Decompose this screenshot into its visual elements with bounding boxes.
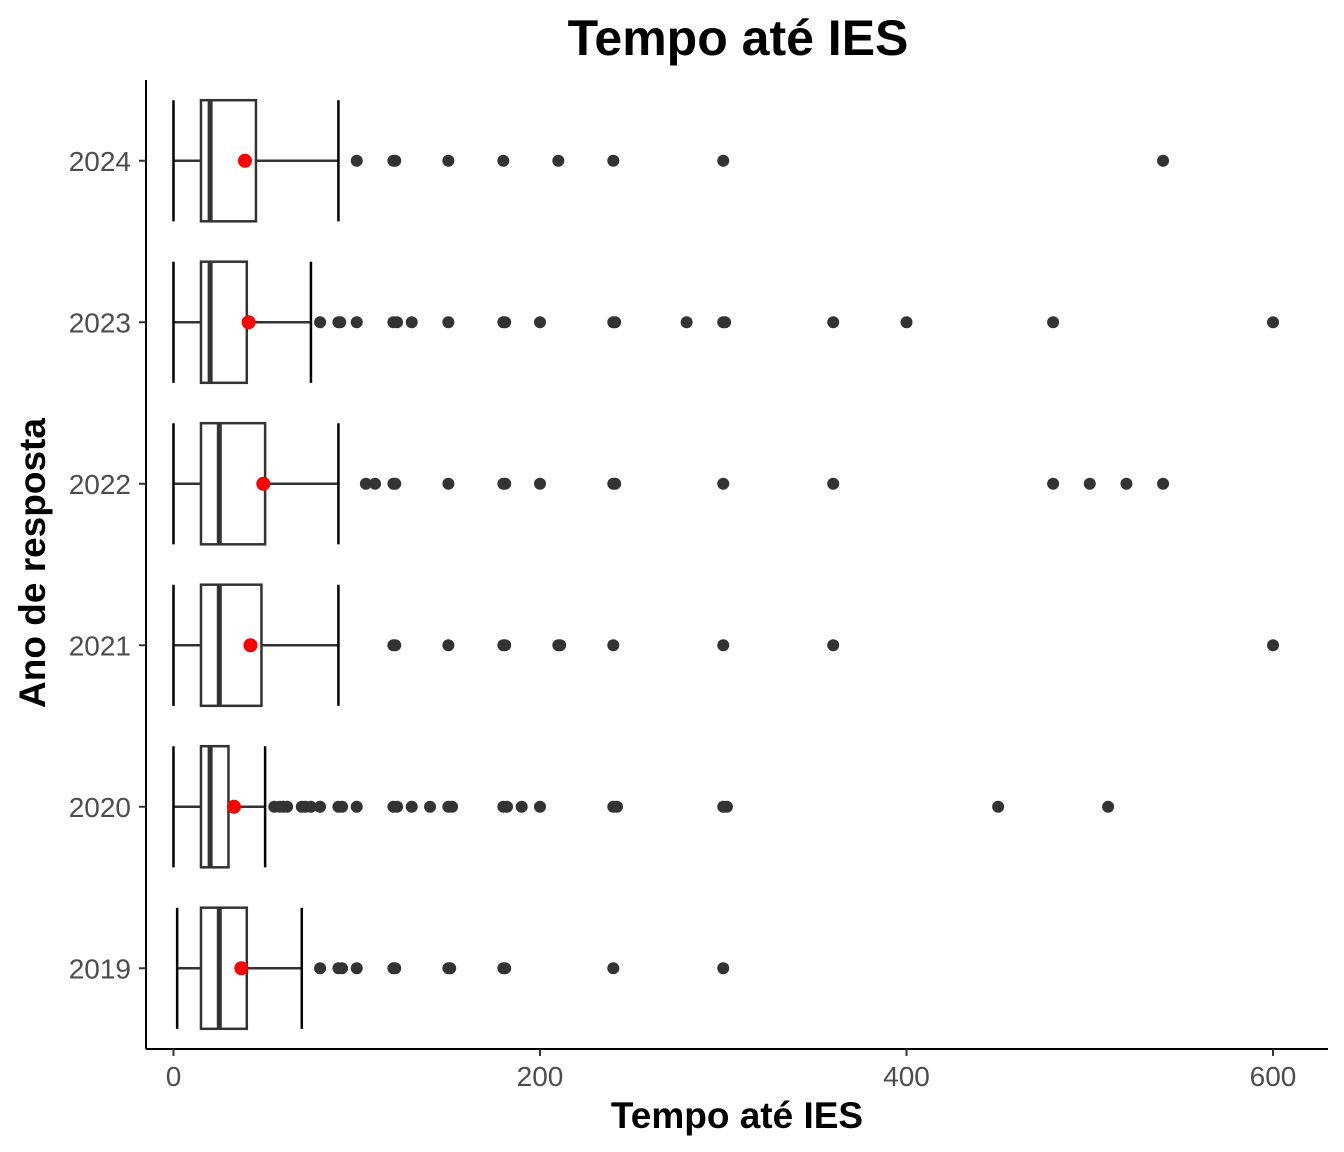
outlier-point <box>350 154 363 167</box>
x-tick-label: 0 <box>166 1061 182 1092</box>
outlier-point <box>405 800 418 813</box>
outlier-point <box>334 316 347 329</box>
outlier-point <box>554 639 567 652</box>
y-tick-label: 2021 <box>69 630 131 661</box>
outlier-point <box>389 639 402 652</box>
outlier-point <box>442 154 455 167</box>
x-tick-label: 200 <box>517 1061 564 1092</box>
outlier-point <box>501 800 514 813</box>
outlier-point <box>607 154 620 167</box>
outlier-point <box>389 477 402 490</box>
outlier-point <box>391 316 404 329</box>
outlier-point <box>534 316 546 329</box>
box-group-2023 <box>172 260 1280 385</box>
outlier-point <box>534 800 546 813</box>
x-tick-label: 400 <box>883 1061 930 1092</box>
chart-title: Tempo até IES <box>568 10 909 66</box>
outlier-point <box>1157 154 1170 167</box>
outlier-point <box>534 477 546 490</box>
mean-point <box>234 961 249 976</box>
outlier-point <box>444 962 457 975</box>
outlier-point <box>405 316 418 329</box>
y-tick-label: 2024 <box>69 146 131 177</box>
outlier-point <box>314 962 327 975</box>
mean-point <box>256 476 271 491</box>
outlier-point <box>314 316 327 329</box>
outlier-point <box>391 800 404 813</box>
outlier-point <box>609 316 622 329</box>
outlier-point <box>607 962 620 975</box>
outlier-point <box>607 639 620 652</box>
outlier-point <box>827 316 840 329</box>
plot-area <box>172 98 1280 1031</box>
outlier-point <box>827 639 840 652</box>
outlier-point <box>1047 316 1060 329</box>
outlier-point <box>389 962 402 975</box>
y-tick-label: 2019 <box>69 953 131 984</box>
outlier-point <box>1157 477 1170 490</box>
outlier-point <box>369 477 382 490</box>
box-group-2021 <box>172 583 1280 708</box>
outlier-point <box>717 477 730 490</box>
outlier-point <box>499 639 512 652</box>
outlier-point <box>442 316 455 329</box>
y-axis-title: Ano de resposta <box>12 418 53 708</box>
outlier-point <box>389 154 402 167</box>
y-axis-ticks: 2019 2020 2021 2022 2023 2024 <box>69 146 146 984</box>
mean-point <box>237 153 252 168</box>
box-group-2020 <box>172 744 1115 869</box>
box <box>199 421 267 546</box>
outlier-point <box>1102 800 1115 813</box>
outlier-point <box>499 477 512 490</box>
x-axis-title: Tempo até IES <box>611 1095 863 1136</box>
outlier-point <box>900 316 913 329</box>
y-tick-label: 2023 <box>69 307 131 338</box>
outlier-point <box>1047 477 1060 490</box>
mean-point <box>243 638 258 653</box>
outlier-point <box>350 962 363 975</box>
outlier-point <box>552 154 565 167</box>
outlier-point <box>610 800 623 813</box>
outlier-point <box>499 316 512 329</box>
outlier-point <box>1083 477 1096 490</box>
outlier-point <box>336 800 349 813</box>
x-axis-ticks: 0 200 400 600 <box>166 1049 1297 1092</box>
outlier-point <box>609 477 622 490</box>
outlier-point <box>1120 477 1133 490</box>
outlier-point <box>359 477 372 490</box>
outlier-point <box>336 962 349 975</box>
outlier-point <box>304 800 317 813</box>
outlier-point <box>992 800 1005 813</box>
outlier-point <box>1267 639 1280 652</box>
box-group-2022 <box>172 421 1170 546</box>
box <box>199 744 230 869</box>
outlier-point <box>281 800 294 813</box>
outlier-point <box>499 962 512 975</box>
y-tick-label: 2020 <box>69 792 131 823</box>
outlier-point <box>680 316 693 329</box>
outlier-point <box>350 316 363 329</box>
outlier-point <box>717 962 730 975</box>
mean-point <box>241 315 256 330</box>
y-tick-label: 2022 <box>69 469 131 500</box>
outlier-point <box>1267 316 1280 329</box>
box-group-2024 <box>172 98 1170 223</box>
x-tick-label: 600 <box>1250 1061 1297 1092</box>
outlier-point <box>717 154 730 167</box>
outlier-point <box>497 154 510 167</box>
box-group-2019 <box>175 906 730 1031</box>
outlier-point <box>442 477 455 490</box>
outlier-point <box>350 800 363 813</box>
outlier-point <box>442 639 455 652</box>
outlier-point <box>720 800 733 813</box>
outlier-point <box>314 800 327 813</box>
outlier-point <box>446 800 459 813</box>
outlier-point <box>719 316 732 329</box>
outlier-point <box>424 800 437 813</box>
outlier-point <box>717 639 730 652</box>
outlier-point <box>827 477 840 490</box>
mean-point <box>226 799 241 814</box>
outlier-point <box>515 800 528 813</box>
